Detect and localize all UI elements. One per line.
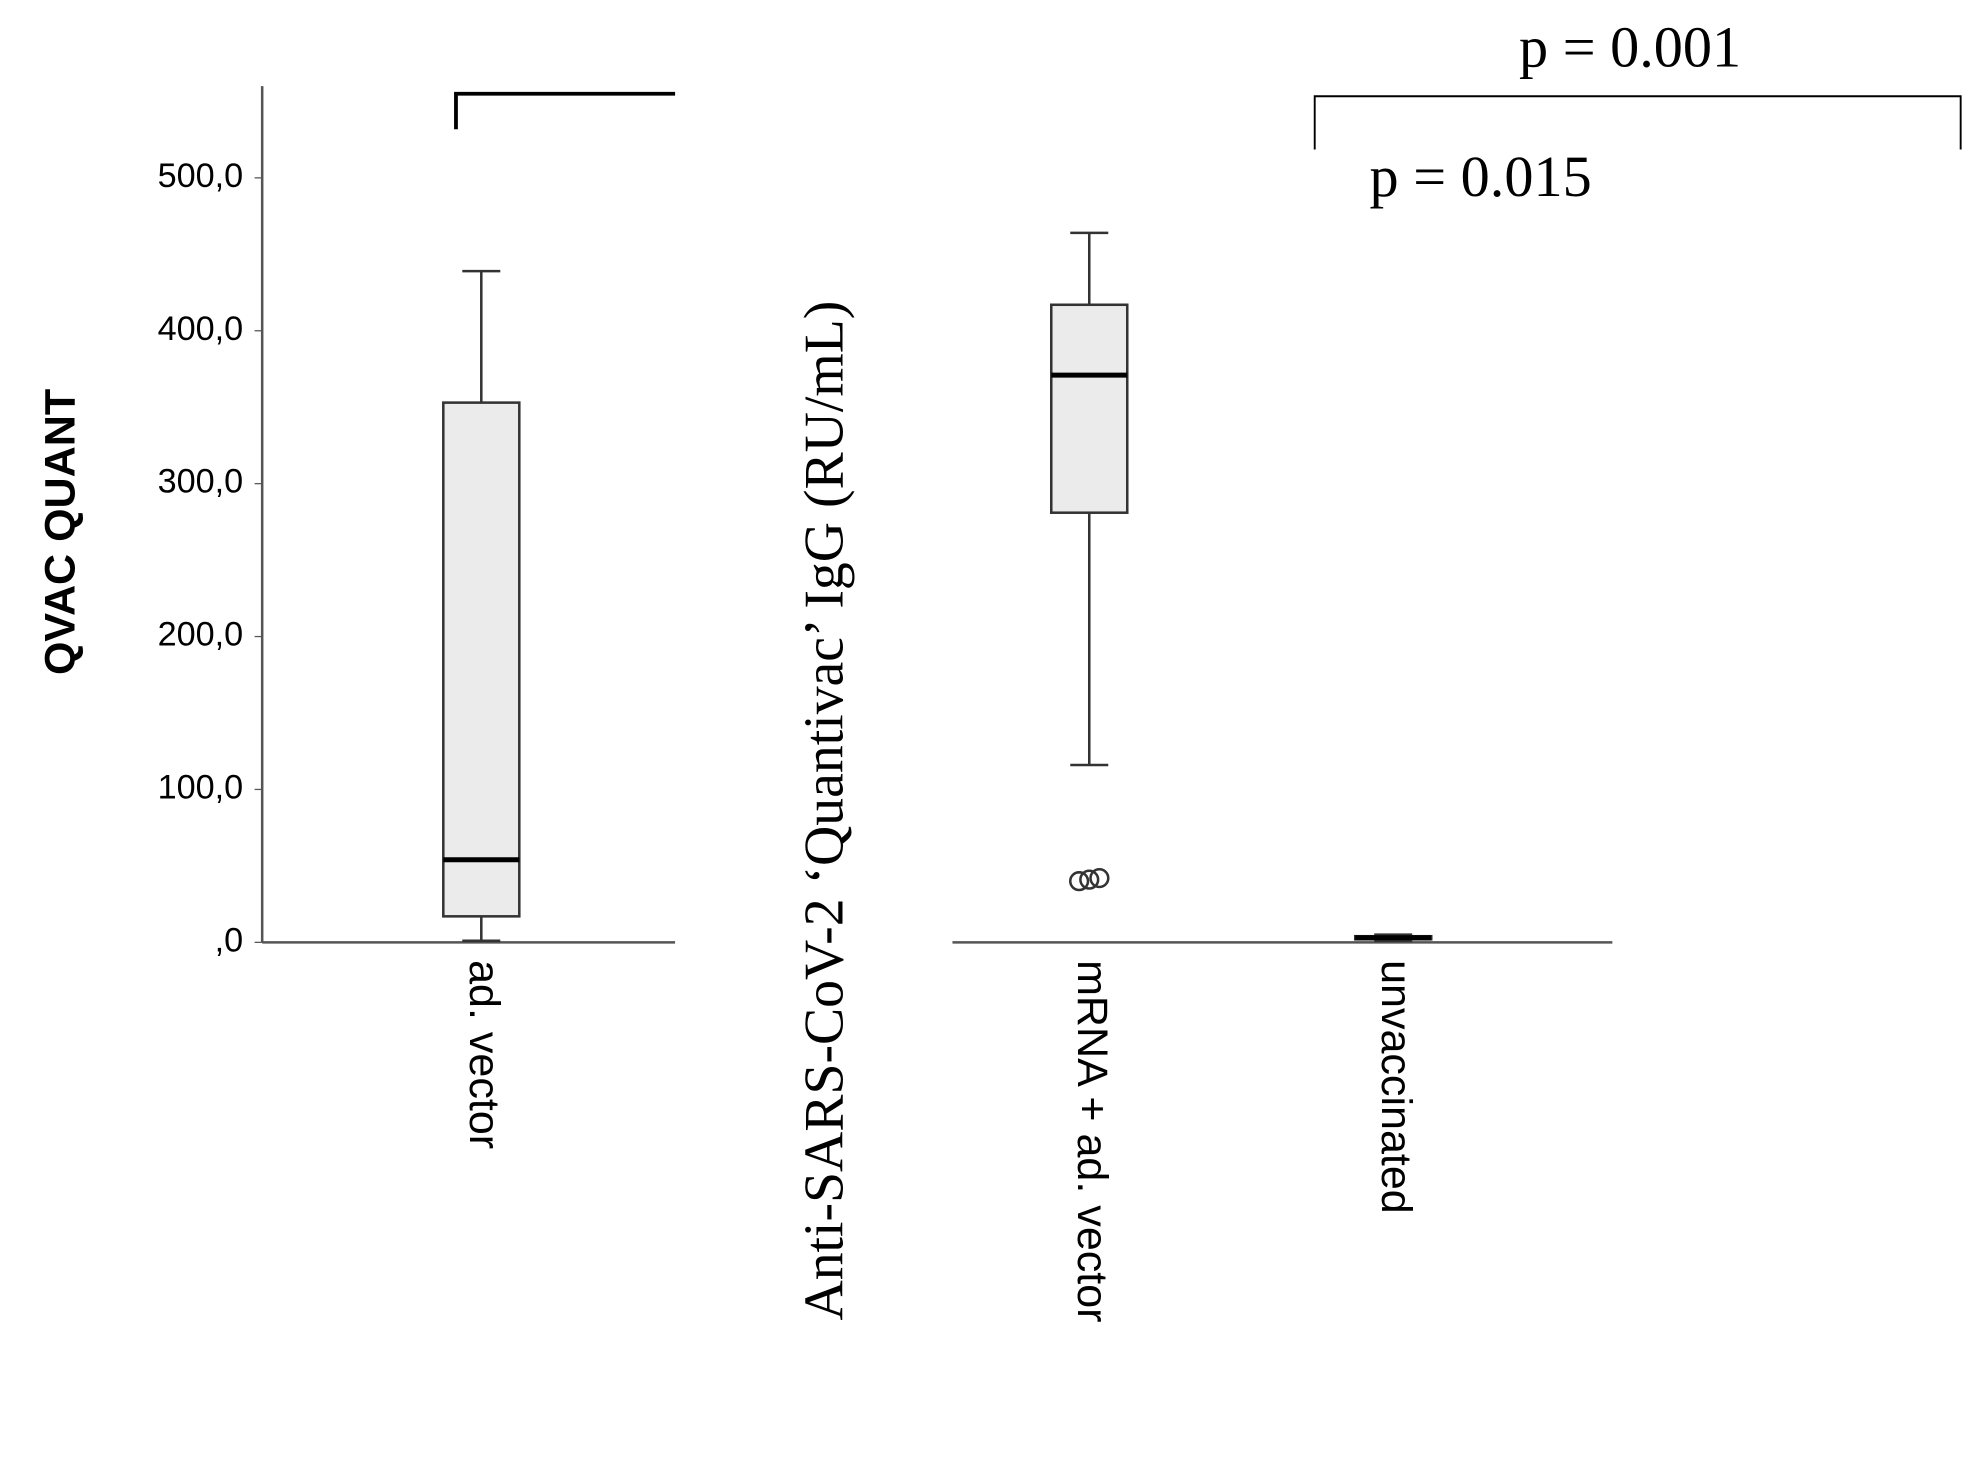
x-tick-label: mRNA + ad. vector	[1068, 960, 1116, 1322]
overlay-label: Anti-SARS-CoV-2 ‘Quantivac’ IgG (RU/mL)	[793, 301, 855, 1321]
x-tick-label: unvaccinated	[1372, 960, 1420, 1214]
outlier	[1068, 871, 1090, 892]
y-tick-label: 200,0	[158, 616, 244, 654]
annotation: p = 0.001	[1519, 15, 1741, 80]
significance-bracket	[454, 91, 676, 130]
y-tick-label: 100,0	[158, 768, 244, 806]
significance-bracket	[1313, 95, 1962, 150]
y-tick-label: ,0	[215, 921, 244, 959]
y-tick-label: 300,0	[158, 463, 244, 501]
y-tick-label: 400,0	[158, 310, 244, 348]
outlier	[1089, 867, 1110, 889]
annotation: p = 0.015	[1370, 144, 1592, 209]
outlier	[1079, 869, 1100, 890]
y-axis-title: QVAC QUANT	[37, 389, 85, 675]
y-tick-label: 500,0	[158, 157, 244, 195]
box	[442, 401, 521, 918]
box	[1049, 303, 1129, 514]
x-tick-label: ad. vector	[460, 960, 508, 1149]
